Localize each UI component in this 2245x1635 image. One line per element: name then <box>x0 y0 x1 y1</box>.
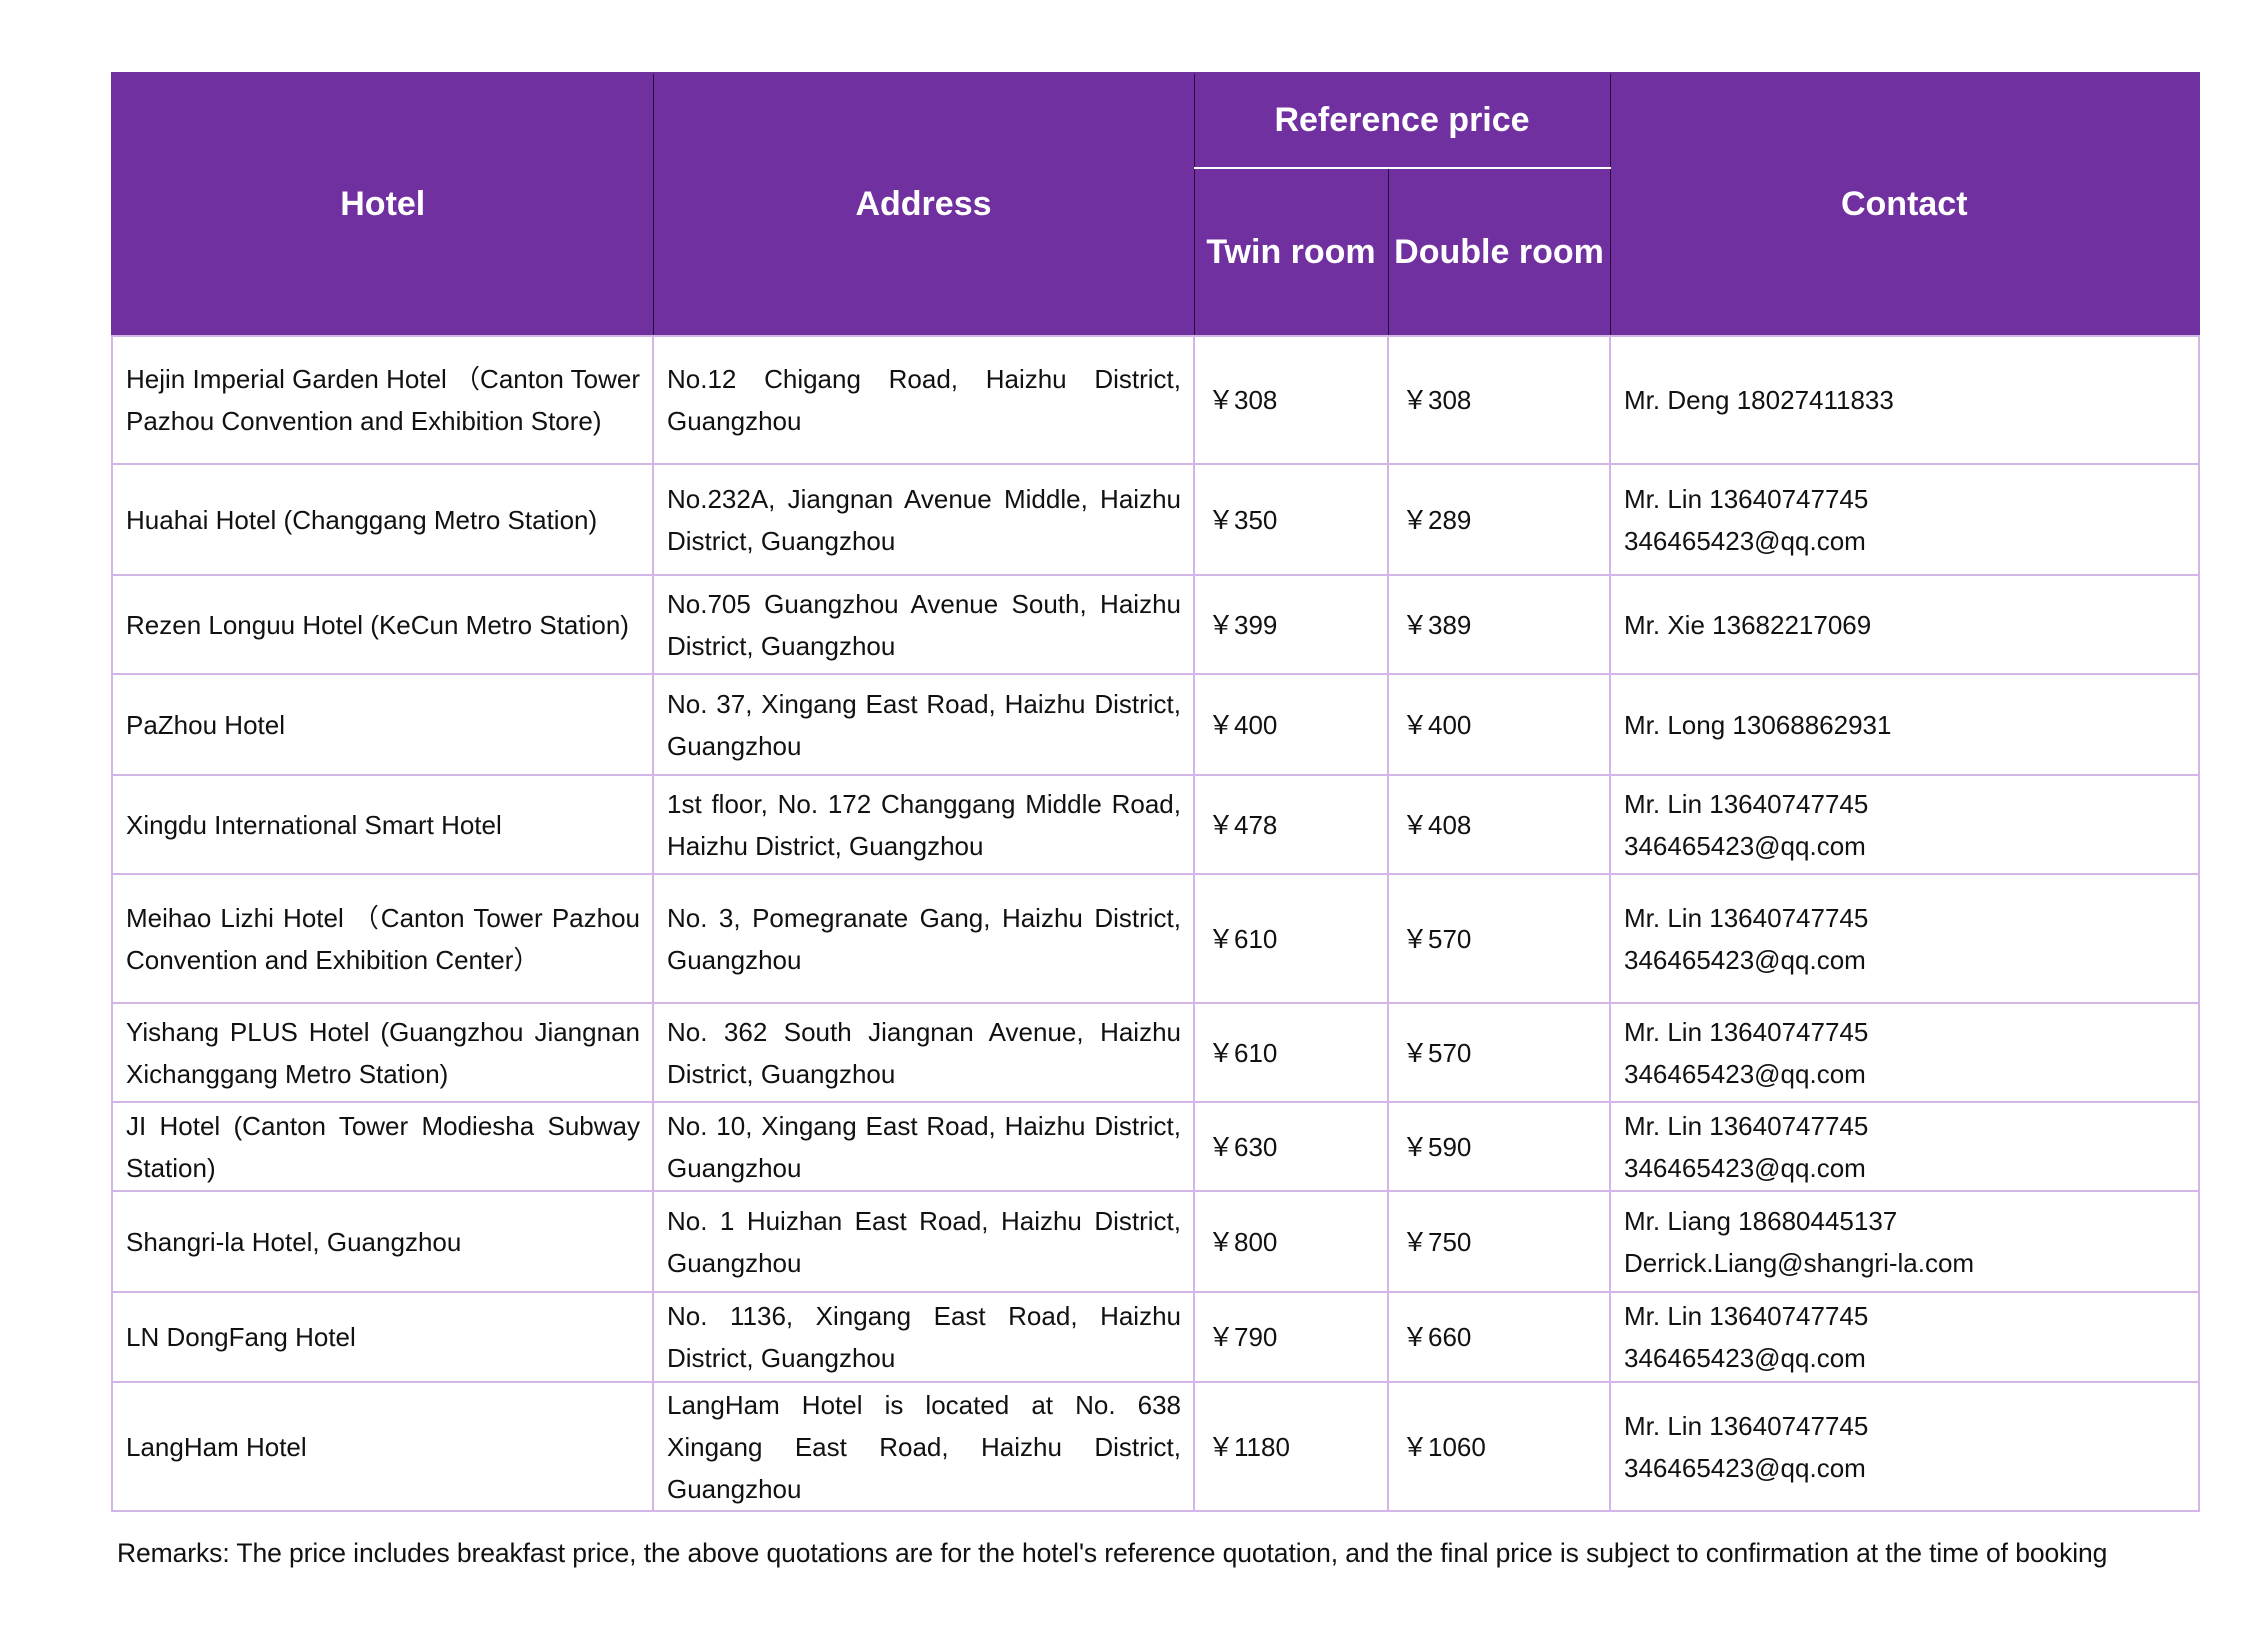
contact-line: Derrick.Liang@shangri-la.com <box>1624 1247 1975 1278</box>
table-row: LangHam Hotel LangHam Hotel is located at… <box>111 1381 2201 1512</box>
contact-line: Mr. Lin 13640747745 <box>1624 1410 1869 1441</box>
address-cell: 1st floor, No. 172 Changgang Middle Road… <box>652 774 1195 875</box>
twin-price-cell: ￥630 <box>1193 1101 1389 1192</box>
double-price-cell: ￥389 <box>1386 574 1612 675</box>
header-double-room: Double room <box>1387 167 1611 337</box>
contact-line: 346465423@qq.com <box>1624 1452 1866 1483</box>
address-cell: No. 1 Huizhan East Road, Haizhu District… <box>652 1190 1195 1293</box>
address-cell: LangHam Hotel is located at No. 638 Xing… <box>652 1381 1195 1512</box>
table-row: JI Hotel (Canton Tower Modiesha Subway S… <box>111 1101 2201 1192</box>
double-price-cell: ￥400 <box>1386 673 1612 776</box>
hotel-name-cell: JI Hotel (Canton Tower Modiesha Subway S… <box>111 1101 654 1192</box>
hotel-table: Hotel Address Reference price Contact Tw… <box>111 72 2201 1512</box>
hotel-name-cell: PaZhou Hotel <box>111 673 654 776</box>
address-cell: No. 3, Pomegranate Gang, Haizhu District… <box>652 873 1195 1004</box>
twin-price-cell: ￥350 <box>1193 463 1389 576</box>
contact-cell: Mr. Lin 13640747745 346465423@qq.com <box>1609 1381 2201 1512</box>
contact-line: 346465423@qq.com <box>1624 830 1866 861</box>
contact-cell: Mr. Lin 13640747745 346465423@qq.com <box>1609 774 2201 875</box>
header-reference-price: Reference price <box>1193 72 1611 169</box>
twin-price-cell: ￥610 <box>1193 1002 1389 1103</box>
double-price-cell: ￥750 <box>1386 1190 1612 1293</box>
contact-line: Mr. Lin 13640747745 <box>1624 1016 1869 1047</box>
twin-price-cell: ￥790 <box>1193 1291 1389 1383</box>
contact-line: 346465423@qq.com <box>1624 944 1866 975</box>
twin-price-cell: ￥400 <box>1193 673 1389 776</box>
contact-line: Mr. Liang 18680445137 <box>1624 1205 1898 1236</box>
contact-line: Mr. Lin 13640747745 <box>1624 483 1869 514</box>
contact-line: 346465423@qq.com <box>1624 525 1866 556</box>
address-cell: No.705 Guangzhou Avenue South, Haizhu Di… <box>652 574 1195 675</box>
address-cell: No. 37, Xingang East Road, Haizhu Distri… <box>652 673 1195 776</box>
header-hotel: Hotel <box>111 72 654 337</box>
hotel-name-cell: Shangri-la Hotel, Guangzhou <box>111 1190 654 1293</box>
contact-cell: Mr. Lin 13640747745 346465423@qq.com <box>1609 873 2201 1004</box>
table-row: Xingdu International Smart Hotel 1st floo… <box>111 774 2201 875</box>
twin-price-cell: ￥800 <box>1193 1190 1389 1293</box>
contact-cell: Mr. Deng 18027411833 <box>1609 335 2201 465</box>
double-price-cell: ￥570 <box>1386 873 1612 1004</box>
contact-line: 346465423@qq.com <box>1624 1058 1866 1089</box>
hotel-name-cell: LN DongFang Hotel <box>111 1291 654 1383</box>
table-row: Hejin Imperial Garden Hotel （Canton Towe… <box>111 335 2201 465</box>
table-row: Meihao Lizhi Hotel （Canton Tower Pazhou … <box>111 873 2201 1004</box>
header-twin-room: Twin room <box>1193 167 1389 337</box>
hotel-name-cell: Rezen Longuu Hotel (KeCun Metro Station) <box>111 574 654 675</box>
table-row: LN DongFang Hotel No. 1136, Xingang East … <box>111 1291 2201 1383</box>
contact-line: Mr. Lin 13640747745 <box>1624 1301 1869 1331</box>
contact-cell: Mr. Lin 13640747745 346465423@qq.com <box>1609 1101 2201 1192</box>
contact-line: Mr. Xie 13682217069 <box>1624 609 1872 640</box>
contact-line: Mr. Lin 13640747745 <box>1624 1110 1869 1141</box>
contact-line: Mr. Lin 13640747745 <box>1624 788 1869 819</box>
double-price-cell: ￥1060 <box>1386 1381 1612 1512</box>
contact-cell: Mr. Xie 13682217069 <box>1609 574 2201 675</box>
contact-line: 346465423@qq.com <box>1624 1152 1866 1183</box>
remarks: Remarks: The price includes breakfast pr… <box>117 1538 2108 1568</box>
twin-price-cell: ￥308 <box>1193 335 1389 465</box>
contact-cell: Mr. Lin 13640747745 346465423@qq.com <box>1609 1291 2201 1383</box>
contact-line: Mr. Deng 18027411833 <box>1624 385 1894 415</box>
double-price-cell: ￥289 <box>1386 463 1612 576</box>
table-row: Rezen Longuu Hotel (KeCun Metro Station)… <box>111 574 2201 675</box>
hotel-name-cell: Xingdu International Smart Hotel <box>111 774 654 875</box>
header-contact: Contact <box>1609 72 2200 337</box>
address-cell: No. 362 South Jiangnan Avenue, Haizhu Di… <box>652 1002 1195 1103</box>
contact-cell: Mr. Long 13068862931 <box>1609 673 2201 776</box>
contact-cell: Mr. Lin 13640747745 346465423@qq.com <box>1609 1002 2201 1103</box>
contact-line: Mr. Lin 13640747745 <box>1624 902 1869 933</box>
contact-cell: Mr. Liang 18680445137 Derrick.Liang@shang… <box>1609 1190 2201 1293</box>
contact-line: 346465423@qq.com <box>1624 1343 1866 1373</box>
double-price-cell: ￥590 <box>1386 1101 1612 1192</box>
double-price-cell: ￥660 <box>1386 1291 1612 1383</box>
address-cell: No. 1136, Xingang East Road, Haizhu Dist… <box>652 1291 1195 1383</box>
table-row: PaZhou Hotel No. 37, Xingang East Road, H… <box>111 673 2201 776</box>
hotel-name-cell: LangHam Hotel <box>111 1381 654 1512</box>
address-cell: No.232A, Jiangnan Avenue Middle, Haizhu … <box>652 463 1195 576</box>
twin-price-cell: ￥1180 <box>1193 1381 1389 1512</box>
double-price-cell: ￥408 <box>1386 774 1612 875</box>
hotel-name-cell: Yishang PLUS Hotel (Guangzhou Jiangnan X… <box>111 1002 654 1103</box>
hotel-name-cell: Meihao Lizhi Hotel （Canton Tower Pazhou … <box>111 873 654 1004</box>
header-address: Address <box>652 72 1195 337</box>
double-price-cell: ￥308 <box>1386 335 1612 465</box>
twin-price-cell: ￥610 <box>1193 873 1389 1004</box>
address-cell: No. 10, Xingang East Road, Haizhu Distri… <box>652 1101 1195 1192</box>
contact-cell: Mr. Lin 13640747745 346465423@qq.com <box>1609 463 2201 576</box>
contact-line: Mr. Long 13068862931 <box>1624 709 1892 740</box>
double-price-cell: ￥570 <box>1386 1002 1612 1103</box>
twin-price-cell: ￥478 <box>1193 774 1389 875</box>
twin-price-cell: ￥399 <box>1193 574 1389 675</box>
table-row: Shangri-la Hotel, Guangzhou No. 1 Huizhan… <box>111 1190 2201 1293</box>
table-row: Yishang PLUS Hotel (Guangzhou Jiangnan X… <box>111 1002 2201 1103</box>
address-cell: No.12 Chigang Road, Haizhu District, Gua… <box>652 335 1195 465</box>
hotel-name-cell: Huahai Hotel (Changgang Metro Station) <box>111 463 654 576</box>
hotel-name-cell: Hejin Imperial Garden Hotel （Canton Towe… <box>111 335 654 465</box>
table-row: Huahai Hotel (Changgang Metro Station) No… <box>111 463 2201 576</box>
